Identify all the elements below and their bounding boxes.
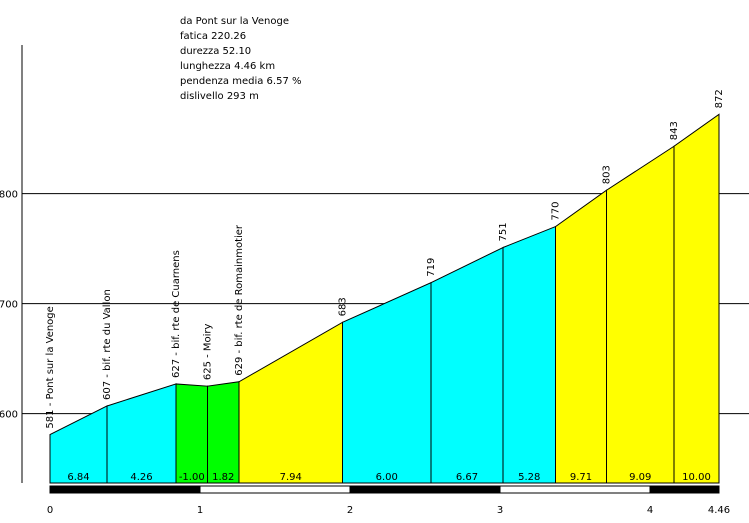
distance-bar [49,485,201,494]
point-label: 872 [714,89,725,108]
point-label: 581 - Pont sur la Venoge [45,306,56,428]
distance-bar [499,485,651,494]
info-line: fatica 220.26 [180,31,246,42]
info-line: durezza 52.10 [180,46,251,57]
segment [175,383,208,484]
x-tick-label: 1 [197,505,203,516]
point-label: 770 [551,201,562,220]
y-tick-label: 800 [0,190,18,201]
segment [502,225,556,484]
point-label: 751 [498,222,509,241]
segment [606,145,675,484]
grade-label: 6.67 [456,472,478,483]
grade-label: 6.84 [67,472,89,483]
x-tick-label: 2 [347,505,353,516]
grade-label: 5.28 [518,472,540,483]
point-label: 627 - bif. rte de Cuarnens [171,250,182,378]
point-label: 843 [669,121,680,140]
grade-label: 9.09 [629,472,651,483]
segment [106,383,177,484]
distance-bar [649,485,720,494]
info-box: da Pont sur la Venoge fatica 220.26 durezz… [180,16,302,102]
point-label: 607 - bif. rte du Vallon [102,289,113,400]
y-tick-label: 600 [0,410,18,421]
grade-label: -1.00 [179,472,205,483]
x-tick-label: 4.46 [708,505,730,516]
info-line: dislivello 293 m [180,91,259,102]
grade-label: 1.82 [212,472,234,483]
grade-label: 10.00 [682,472,711,483]
segment [673,113,720,484]
point-label: 719 [426,258,437,277]
grade-label: 7.94 [280,472,302,483]
distance-bar [349,485,501,494]
segment [238,321,343,484]
segment [555,189,607,484]
x-tick-label: 4 [647,505,653,516]
info-line: pendenza media 6.57 % [180,76,302,87]
y-tick-label: 700 [0,300,18,311]
info-line: lunghezza 4.46 km [180,61,275,72]
x-tick-label: 3 [497,505,503,516]
point-label: 803 [602,165,613,184]
grade-label: 9.71 [570,472,592,483]
distance-bar [199,485,351,494]
point-label: 683 [338,297,349,316]
grade-label: 4.26 [130,472,152,483]
point-label: 625 - Moiry [203,323,214,380]
segment [342,281,432,484]
grade-label: 6.00 [376,472,398,483]
info-line: da Pont sur la Venoge [180,16,289,27]
x-tick-label: 0 [47,505,53,516]
segment [207,381,240,484]
point-label: 629 - bif. rte de Romainmotier [234,224,245,376]
segment [430,246,504,484]
